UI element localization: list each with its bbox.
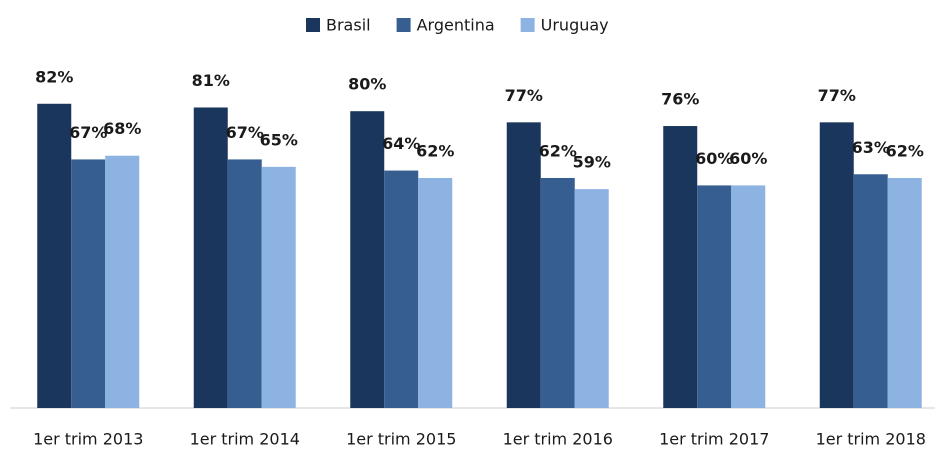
value-label: 62%	[416, 141, 454, 160]
legend-label: Uruguay	[541, 16, 609, 35]
value-label: 62%	[886, 141, 924, 160]
x-tick-label: 1er trim 2015	[346, 430, 456, 449]
value-label: 82%	[35, 67, 73, 86]
bar	[887, 177, 922, 408]
value-label: 60%	[695, 149, 733, 168]
bar	[418, 177, 453, 408]
bar	[731, 185, 766, 408]
bar	[71, 159, 106, 408]
bar	[227, 159, 262, 408]
value-label: 80%	[348, 75, 386, 94]
value-label: 62%	[539, 141, 577, 160]
bar	[697, 185, 732, 408]
bar	[193, 107, 228, 409]
value-label: 77%	[505, 86, 543, 105]
x-tick-label: 1er trim 2013	[33, 430, 143, 449]
legend-swatch	[396, 18, 411, 32]
value-label: 64%	[382, 134, 420, 153]
x-tick-label: 1er trim 2018	[816, 430, 926, 449]
value-label: 67%	[226, 123, 264, 142]
bar	[350, 111, 385, 408]
legend-label: Argentina	[417, 16, 495, 35]
bar	[574, 189, 609, 408]
value-label: 68%	[103, 119, 141, 138]
value-label: 60%	[729, 149, 767, 168]
value-label: 59%	[573, 153, 611, 172]
bar	[663, 126, 698, 408]
legend-label: Brasil	[326, 16, 371, 35]
bar	[261, 166, 296, 408]
bar	[819, 122, 854, 408]
bar	[37, 103, 72, 408]
bar	[105, 155, 140, 408]
x-tick-label: 1er trim 2017	[659, 430, 769, 449]
legend-swatch	[520, 18, 535, 32]
value-label: 65%	[260, 130, 298, 149]
bar	[540, 177, 575, 408]
value-label: 81%	[192, 71, 230, 90]
x-tick-label: 1er trim 2016	[503, 430, 613, 449]
bar	[853, 174, 888, 408]
bar	[384, 170, 419, 408]
value-label: 67%	[69, 123, 107, 142]
x-tick-label: 1er trim 2014	[190, 430, 300, 449]
value-label: 77%	[818, 86, 856, 105]
value-label: 63%	[852, 138, 890, 157]
bar	[506, 122, 541, 408]
legend-swatch	[306, 18, 320, 32]
value-label: 76%	[661, 90, 699, 109]
